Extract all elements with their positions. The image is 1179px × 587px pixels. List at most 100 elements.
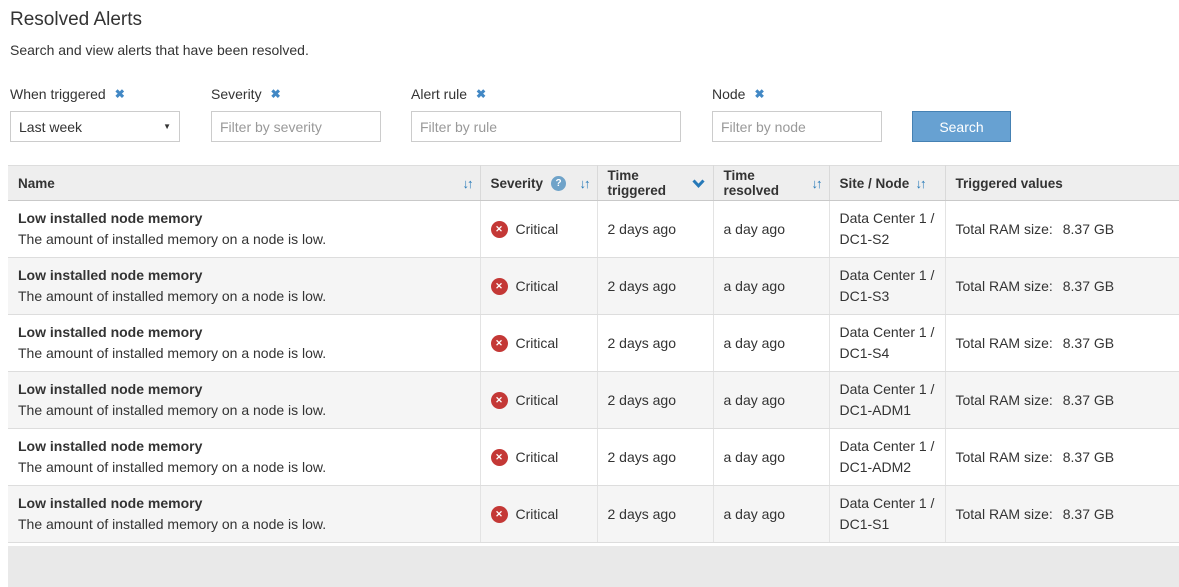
time-triggered-cell: 2 days ago <box>597 485 714 543</box>
site-label: Data Center 1 / <box>839 324 935 340</box>
triggered-value: 8.37 GB <box>1062 392 1115 408</box>
triggered-value-label: Total RAM size: <box>955 221 1053 237</box>
filter-node: Node ✖ <box>712 86 882 142</box>
alert-name-cell: Low installed node memory The amount of … <box>8 485 481 543</box>
severity-cell: ✕ Critical <box>480 257 598 315</box>
column-header-time-triggered[interactable]: Time triggered <box>597 165 714 201</box>
time-resolved-cell: a day ago <box>713 314 830 372</box>
table-footer <box>8 546 1179 587</box>
triggered-values-cell: Total RAM size: 8.37 GB <box>945 428 1179 486</box>
triggered-value: 8.37 GB <box>1062 278 1115 294</box>
table-row[interactable]: Low installed node memory The amount of … <box>8 257 1179 315</box>
site-node-cell: Data Center 1 / DC1-S4 <box>829 314 946 372</box>
alert-name: Low installed node memory <box>18 267 203 283</box>
triggered-values-cell: Total RAM size: 8.37 GB <box>945 485 1179 543</box>
severity-cell: ✕ Critical <box>480 428 598 486</box>
severity-value: Critical <box>515 449 559 465</box>
filter-when-triggered: When triggered ✖ Last week ▼ <box>10 86 180 142</box>
critical-icon: ✕ <box>490 220 508 238</box>
time-resolved-cell: a day ago <box>713 371 830 429</box>
alert-name: Low installed node memory <box>18 381 203 397</box>
site-node-sort-icon[interactable]: ↓↑ <box>915 175 927 191</box>
severity-value: Critical <box>515 221 559 237</box>
node-filter-input[interactable] <box>712 111 882 142</box>
search-button[interactable]: Search <box>912 111 1011 142</box>
resolved-alerts-table: Name ↓↑ Severity ? ↓↑ Time tri <box>8 165 1179 543</box>
time-triggered-cell: 2 days ago <box>597 257 714 315</box>
triggered-values-cell: Total RAM size: 8.37 GB <box>945 200 1179 258</box>
site-node-cell: Data Center 1 / DC1-S1 <box>829 485 946 543</box>
time-resolved-sort-icon[interactable]: ↓↑ <box>811 175 823 191</box>
filters-bar: When triggered ✖ Last week ▼ Severity ✖ … <box>10 86 1179 142</box>
triggered-value-label: Total RAM size: <box>955 392 1053 408</box>
critical-icon: ✕ <box>490 391 508 409</box>
time-resolved-cell: a day ago <box>713 200 830 258</box>
remove-when-triggered-filter-icon[interactable]: ✖ <box>114 87 125 101</box>
table-row[interactable]: Low installed node memory The amount of … <box>8 314 1179 372</box>
triggered-values-cell: Total RAM size: 8.37 GB <box>945 371 1179 429</box>
when-triggered-select-control[interactable]: Last week <box>10 111 180 142</box>
site-node-cell: Data Center 1 / DC1-ADM2 <box>829 428 946 486</box>
severity-value: Critical <box>515 506 559 522</box>
node-filter-label: Node <box>712 86 746 102</box>
name-sort-icon[interactable]: ↓↑ <box>462 175 474 191</box>
page-title: Resolved Alerts <box>10 9 143 30</box>
name-column-label: Name <box>18 175 55 191</box>
alert-name: Low installed node memory <box>18 438 203 454</box>
severity-sort-icon[interactable]: ↓↑ <box>579 175 591 191</box>
alert-description: The amount of installed memory on a node… <box>18 231 327 247</box>
node-label: DC1-S4 <box>839 345 890 361</box>
triggered-value-label: Total RAM size: <box>955 449 1053 465</box>
alert-description: The amount of installed memory on a node… <box>18 459 327 475</box>
alert-description: The amount of installed memory on a node… <box>18 345 327 361</box>
node-label: DC1-S3 <box>839 288 890 304</box>
alert-name: Low installed node memory <box>18 495 203 511</box>
column-header-site-node[interactable]: Site / Node ↓↑ <box>829 165 946 201</box>
alert-name: Low installed node memory <box>18 324 203 340</box>
when-triggered-select[interactable]: Last week ▼ <box>10 111 180 142</box>
when-triggered-filter-label: When triggered <box>10 86 106 102</box>
table-row[interactable]: Low installed node memory The amount of … <box>8 200 1179 258</box>
resolved-alerts-page: Resolved Alerts Search and view alerts t… <box>0 9 1179 587</box>
severity-help-icon[interactable]: ? <box>551 175 567 191</box>
time-triggered-cell: 2 days ago <box>597 428 714 486</box>
time-triggered-cell: 2 days ago <box>597 200 714 258</box>
triggered-value-label: Total RAM size: <box>955 335 1053 351</box>
severity-filter-input[interactable] <box>211 111 381 142</box>
site-node-column-label: Site / Node <box>839 175 910 191</box>
alert-name-cell: Low installed node memory The amount of … <box>8 371 481 429</box>
triggered-value-label: Total RAM size: <box>955 278 1053 294</box>
site-label: Data Center 1 / <box>839 267 935 283</box>
site-label: Data Center 1 / <box>839 381 935 397</box>
column-header-severity[interactable]: Severity ? ↓↑ <box>480 165 598 201</box>
severity-cell: ✕ Critical <box>480 200 598 258</box>
node-label: DC1-S1 <box>839 516 890 532</box>
critical-icon: ✕ <box>490 334 508 352</box>
table-row[interactable]: Low installed node memory The amount of … <box>8 371 1179 429</box>
alert-rule-filter-input[interactable] <box>411 111 681 142</box>
table-header-row: Name ↓↑ Severity ? ↓↑ Time tri <box>8 165 1179 201</box>
time-triggered-column-label: Time triggered <box>607 168 667 198</box>
alert-name-cell: Low installed node memory The amount of … <box>8 257 481 315</box>
node-label: DC1-S2 <box>839 231 890 247</box>
alerts-table-body: Low installed node memory The amount of … <box>8 200 1179 543</box>
triggered-values-cell: Total RAM size: 8.37 GB <box>945 314 1179 372</box>
remove-node-filter-icon[interactable]: ✖ <box>754 87 765 101</box>
column-header-name[interactable]: Name ↓↑ <box>8 165 481 201</box>
table-row[interactable]: Low installed node memory The amount of … <box>8 428 1179 486</box>
remove-severity-filter-icon[interactable]: ✖ <box>270 87 281 101</box>
alert-name-cell: Low installed node memory The amount of … <box>8 200 481 258</box>
column-header-triggered-values: Triggered values <box>945 165 1179 201</box>
alert-name-cell: Low installed node memory The amount of … <box>8 428 481 486</box>
time-triggered-cell: 2 days ago <box>597 371 714 429</box>
remove-alert-rule-filter-icon[interactable]: ✖ <box>476 87 487 101</box>
column-header-time-resolved[interactable]: Time resolved ↓↑ <box>713 165 830 201</box>
triggered-value: 8.37 GB <box>1062 449 1115 465</box>
node-label: DC1-ADM1 <box>839 402 912 418</box>
severity-value: Critical <box>515 392 559 408</box>
table-row[interactable]: Low installed node memory The amount of … <box>8 485 1179 543</box>
severity-cell: ✕ Critical <box>480 485 598 543</box>
time-resolved-cell: a day ago <box>713 257 830 315</box>
sorted-desc-icon[interactable] <box>691 178 705 188</box>
site-label: Data Center 1 / <box>839 495 935 511</box>
